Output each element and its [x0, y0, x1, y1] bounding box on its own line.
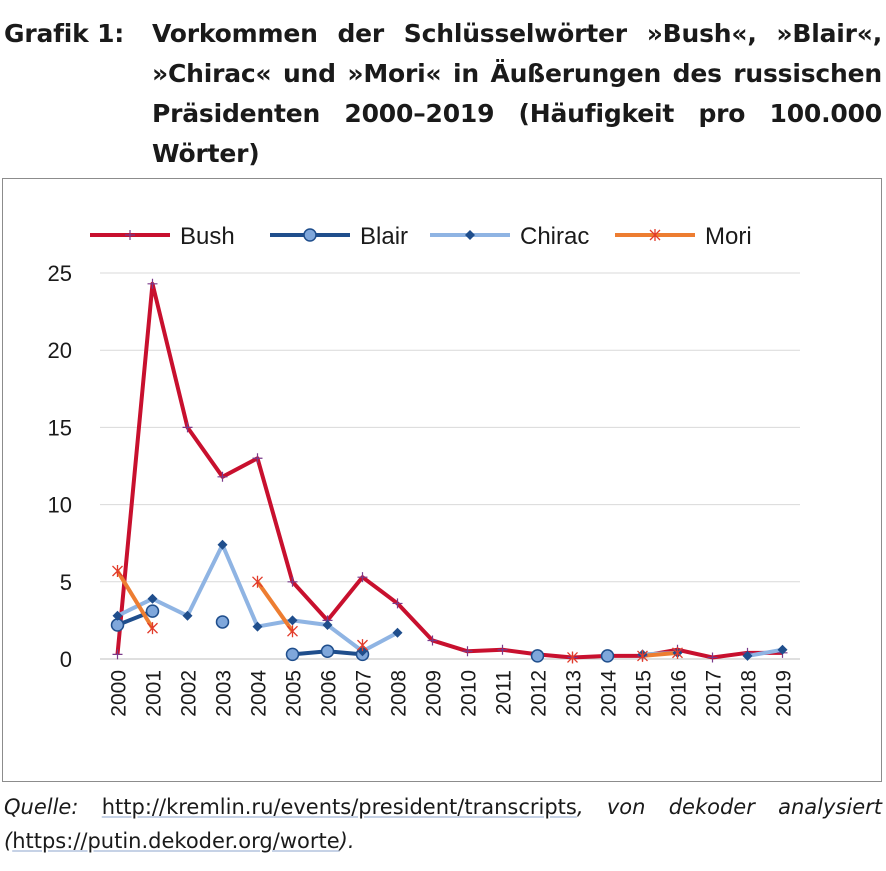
- point-mori: [672, 646, 683, 659]
- x-tick-label: 2016: [668, 670, 691, 717]
- x-tick-label: 2018: [738, 670, 761, 717]
- x-tick-label: 2006: [318, 670, 341, 717]
- point-mori: [147, 622, 158, 635]
- point-bush: [497, 644, 508, 655]
- series-line-bush: [115, 281, 783, 660]
- series-line-mori: [255, 580, 295, 633]
- y-tick-label: 20: [48, 338, 72, 363]
- y-tick-label: 15: [48, 415, 72, 440]
- source-link-dekoder[interactable]: https://putin.dekoder.org/worte: [12, 829, 340, 853]
- point-mori: [287, 625, 298, 638]
- point-chirac: [392, 627, 403, 638]
- legend-marker-mori: [649, 229, 661, 241]
- x-tick-label: 2001: [143, 670, 166, 717]
- figure-label: Grafik 1:: [4, 19, 125, 48]
- source-middle: , von dekoder analysiert (: [4, 795, 882, 853]
- point-bush: [217, 471, 228, 482]
- point-chirac: [252, 621, 263, 632]
- point-blair: [215, 615, 230, 629]
- point-bush: [427, 635, 438, 646]
- x-tick-label: 2012: [528, 670, 551, 717]
- legend-marker-bush: [125, 230, 135, 240]
- y-tick-label: 0: [60, 647, 72, 672]
- point-blair: [320, 644, 335, 659]
- legend-label-blair: Blair: [360, 223, 408, 250]
- point-bush: [252, 453, 263, 464]
- chart-frame: [2, 178, 882, 782]
- x-tick-label: 2009: [423, 670, 446, 717]
- point-chirac: [742, 650, 753, 661]
- point-chirac: [777, 644, 788, 655]
- x-tick-label: 2000: [108, 670, 131, 717]
- y-tick-label: 5: [60, 570, 72, 595]
- point-chirac: [182, 610, 193, 621]
- x-tick-label: 2013: [563, 670, 586, 717]
- x-tick-label: 2014: [598, 670, 621, 717]
- point-chirac: [147, 593, 158, 604]
- x-tick-label: 2003: [213, 670, 236, 717]
- source-note: Quelle: http://kremlin.ru/events/preside…: [4, 790, 882, 858]
- point-blair: [600, 649, 615, 663]
- point-blair: [285, 647, 300, 662]
- x-tick-label: 2004: [248, 670, 271, 717]
- x-tick-label: 2005: [283, 670, 306, 717]
- x-tick-label: 2007: [353, 670, 376, 717]
- series-line-chirac: [116, 542, 399, 654]
- point-bush: [357, 572, 368, 583]
- point-bush: [287, 576, 298, 587]
- point-blair: [530, 649, 545, 663]
- point-blair: [110, 618, 125, 632]
- source-link-kremlin[interactable]: http://kremlin.ru/events/president/trans…: [101, 795, 577, 819]
- series-line-mori: [115, 569, 155, 630]
- point-mori: [357, 639, 368, 652]
- legend-label-chirac: Chirac: [520, 223, 589, 250]
- legend-marker-blair: [303, 228, 317, 242]
- point-bush: [112, 649, 123, 660]
- figure-title: Vorkommen der Schlüsselwörter »Bush«, »B…: [152, 19, 882, 168]
- point-blair: [145, 604, 160, 618]
- point-bush: [392, 598, 403, 609]
- line-chart: 0 5 10 15 20 25 2000 2001 2002 2003 2004 2005 2006 20…: [48, 223, 800, 717]
- legend-marker-chirac: [465, 230, 475, 240]
- point-mori: [252, 575, 263, 588]
- point-chirac: [287, 615, 298, 626]
- y-tick-label: 25: [48, 261, 72, 286]
- point-bush: [182, 422, 193, 433]
- point-mori: [112, 564, 123, 577]
- series-line-mori: [642, 650, 678, 658]
- point-bush: [462, 646, 473, 657]
- y-tick-label: 10: [48, 493, 72, 518]
- x-tick-label: 2002: [178, 670, 201, 717]
- x-tick-label: 2011: [493, 670, 516, 715]
- point-chirac: [217, 539, 228, 550]
- point-chirac: [112, 610, 123, 621]
- x-tick-label: 2010: [458, 670, 481, 717]
- point-bush: [147, 278, 158, 289]
- point-mori: [567, 651, 578, 664]
- x-tick-label: 2019: [773, 670, 796, 717]
- legend-label-bush: Bush: [180, 223, 235, 250]
- x-tick-label: 2015: [633, 670, 656, 717]
- point-bush: [707, 652, 718, 663]
- legend-label-mori: Mori: [705, 223, 752, 250]
- point-chirac: [322, 620, 333, 631]
- source-prefix: Quelle:: [4, 795, 79, 819]
- x-tick-label: 2017: [703, 670, 726, 717]
- x-tick-label: 2008: [388, 670, 411, 717]
- point-chirac: [357, 646, 368, 657]
- point-mori: [637, 649, 648, 662]
- series-line-chirac: [747, 647, 783, 658]
- source-suffix: ).: [339, 829, 355, 853]
